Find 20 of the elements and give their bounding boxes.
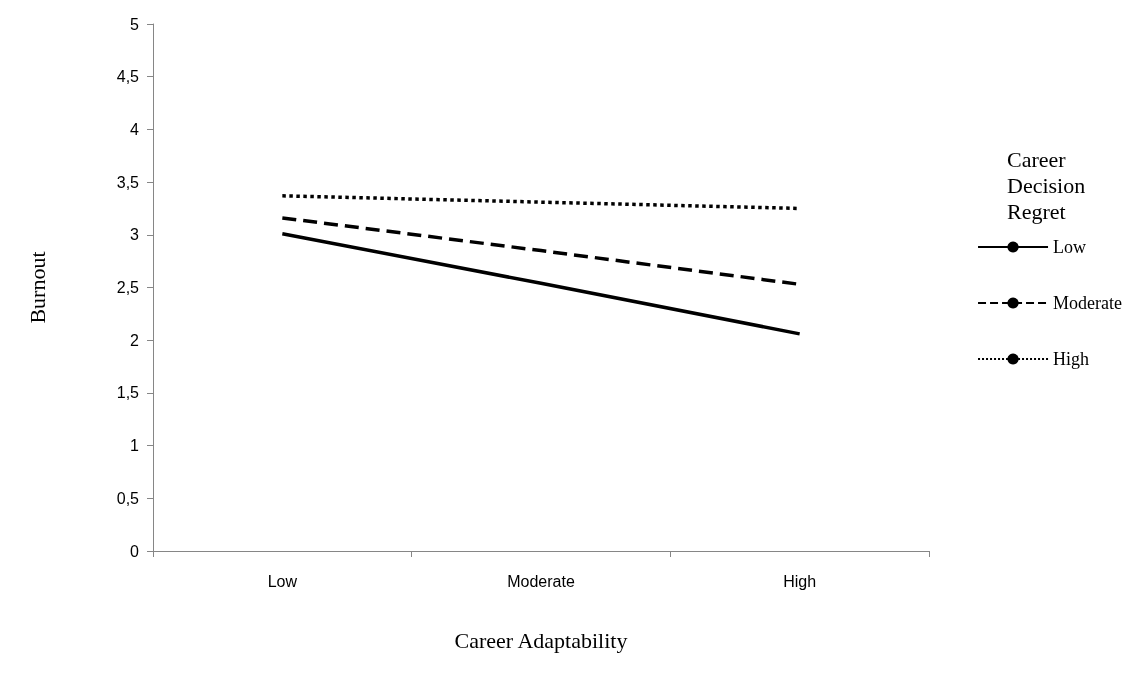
x-tick-label: Low [267,572,298,590]
y-tick-label: 3,5 [116,173,140,191]
y-tick-label: 0,5 [116,489,140,507]
y-tick-label: 1 [130,437,140,455]
y-tick-label: 2 [130,331,140,349]
x-tick-label: Moderate [507,572,575,590]
x-tick-label: High [783,572,817,590]
legend-label: Low [1053,237,1087,257]
y-axis-title: Burnout [24,251,50,324]
legend-label: High [1053,349,1090,369]
y-tick-label: 3 [130,226,140,244]
y-tick-label: 5 [130,15,140,33]
y-tick-label: 4 [130,120,140,138]
y-tick-label: 0 [130,542,140,560]
legend-title: Career Decision Regret [1007,146,1091,224]
y-tick-label: 2,5 [116,279,140,296]
y-tick-label: 1,5 [116,384,140,402]
y-tick-label: 4,5 [116,68,140,86]
legend-label: Moderate [1053,293,1123,313]
x-axis-title: Career Adaptability [454,627,628,653]
